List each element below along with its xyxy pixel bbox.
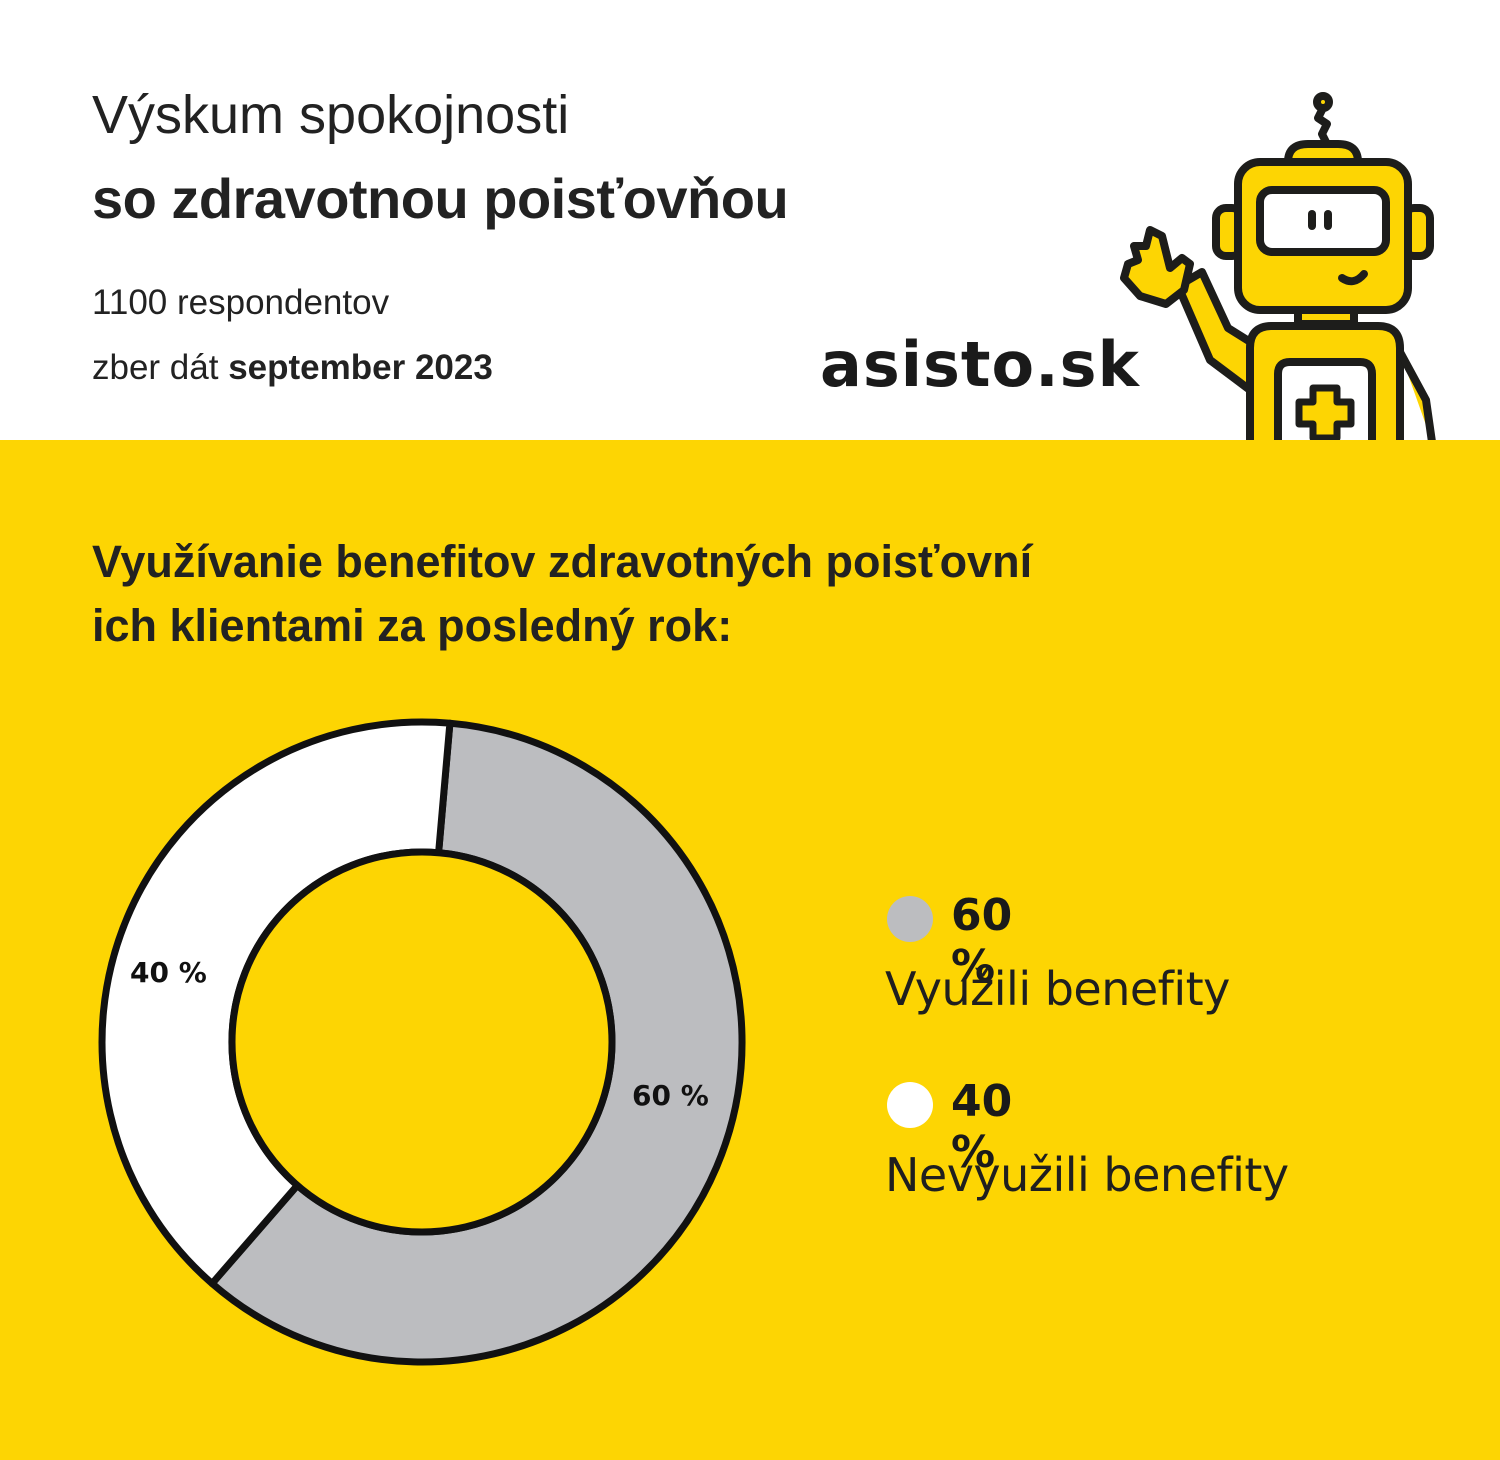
legend-label: Nevyužili benefity <box>885 1148 1289 1202</box>
collection-date: zber dát september 2023 <box>92 348 493 388</box>
slice-label-used: 60 % <box>632 1079 709 1112</box>
section-title-line1: Využívanie benefitov zdravotných poisťov… <box>92 536 1033 587</box>
respondents-count: 1100 respondentov <box>92 283 390 322</box>
donut-chart: 60 % 40 % <box>98 718 746 1366</box>
slice-label-not-used: 40 % <box>130 956 207 989</box>
header: Výskum spokojnosti so zdravotnou poisťov… <box>0 0 1500 442</box>
date-value: september 2023 <box>228 348 493 387</box>
section-title-line2: ich klientami za posledný rok: <box>92 600 733 651</box>
legend-dot-white <box>887 1082 933 1128</box>
section-title: Využívanie benefitov zdravotných poisťov… <box>92 530 1032 658</box>
legend-dot-gray <box>887 896 933 942</box>
title-light: Výskum spokojnosti <box>92 85 570 145</box>
brand-logo: asisto.sk <box>820 328 1140 401</box>
robot-mascot-icon <box>1120 92 1436 442</box>
legend-label: Využili benefity <box>885 962 1230 1016</box>
title-bold: so zdravotnou poisťovňou <box>92 167 789 230</box>
legend-value: 40 % <box>951 1076 1013 1178</box>
legend-value: 60 % <box>951 890 1013 992</box>
date-prefix: zber dát <box>92 348 219 387</box>
